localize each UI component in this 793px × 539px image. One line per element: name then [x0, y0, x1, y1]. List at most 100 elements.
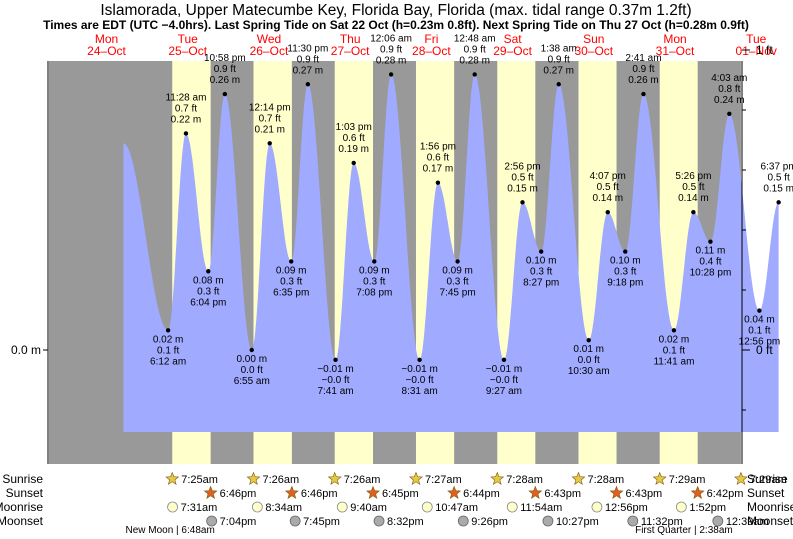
high-tide-label: 0.9 ft [548, 54, 570, 65]
day-header-date: 29–Oct [493, 44, 532, 58]
high-tide-label: 4:07 pm [590, 171, 626, 182]
high-tide-label: 0.14 m [678, 193, 709, 204]
moonrise-icon [506, 501, 518, 513]
high-tide-label: 0.5 ft [682, 182, 704, 193]
high-tide-label: 0.5 ft [511, 172, 533, 183]
low-tide-label: −0.0 ft [490, 375, 518, 386]
low-tide-label: 9:27 am [486, 386, 522, 397]
row-label-right-moonset: Moonset [747, 514, 793, 528]
moonset-time: 7:45pm [303, 516, 340, 528]
low-tide-label: 0.09 m [359, 265, 390, 276]
moonrise-icon [421, 501, 433, 513]
moonset-time: 9:26pm [471, 516, 508, 528]
astronomy-rows: SunriseSunriseSunsetSunsetMoonriseMoonri… [0, 471, 793, 536]
low-tide-marker [708, 239, 713, 244]
low-tide-label: 0.3 ft [363, 276, 385, 287]
high-tide-label: 11:28 am [165, 92, 206, 103]
high-tide-marker [183, 131, 189, 136]
low-tide-label: −0.01 m [486, 364, 522, 375]
sunrise-icon [490, 471, 505, 485]
low-tide-label: −0.01 m [317, 364, 353, 375]
sunset-icon [284, 485, 299, 499]
high-tide-label: 11:30 pm [287, 43, 328, 54]
moonset-icon [627, 515, 639, 527]
low-tide-label: −0.01 m [401, 364, 437, 375]
low-tide-label: 8:31 am [402, 386, 438, 397]
low-tide-marker [671, 328, 677, 333]
row-label-left-sunset: Sunset [6, 486, 44, 500]
low-tide-label: 9:18 pm [607, 278, 643, 289]
low-tide-label: 0.1 ft [663, 345, 685, 356]
row-label-left-moonrise: Moonrise [0, 500, 43, 514]
sunrise-icon [734, 471, 748, 485]
high-tide-marker [351, 160, 356, 166]
low-tide-label: 0.3 ft [197, 286, 219, 297]
moonrise-time: 12:56pm [605, 502, 648, 514]
moonrise-icon [336, 501, 348, 513]
sunrise-time: 7:26am [262, 474, 299, 486]
sunrise-time: 7:27am [425, 474, 462, 486]
low-tide-marker [538, 249, 544, 254]
day-header-date: 25–Oct [168, 44, 207, 58]
day-header-dow: Wed [257, 32, 281, 46]
low-tide-label: −0.0 ft [322, 375, 350, 386]
low-tide-marker [372, 259, 377, 264]
moonset-time: 7:04pm [220, 516, 257, 528]
row-label-right-sunrise: Sunrise [747, 472, 788, 486]
moonrise-time: 9:40am [350, 502, 387, 514]
moonrise-icon [591, 501, 603, 513]
sunrise-icon [409, 471, 423, 485]
moonset-time: 10:27pm [556, 516, 599, 528]
sunrise-time: 7:25am [181, 474, 218, 486]
row-label-left-moonset: Moonset [0, 514, 44, 528]
day-header-dow: Sun [583, 32, 604, 46]
high-tide-label: 2:56 pm [504, 161, 540, 172]
low-tide-marker [501, 357, 507, 363]
sunrise-icon [571, 471, 586, 485]
sunset-time: 6:46pm [301, 488, 338, 500]
high-tide-label: 0.26 m [210, 75, 241, 86]
sunset-icon [609, 485, 624, 499]
high-tide-label: 0.17 m [423, 164, 454, 175]
sunset-icon [203, 485, 218, 499]
moonset-icon [289, 515, 301, 527]
high-tide-label: 0.15 m [763, 183, 793, 194]
low-tide-marker [249, 347, 254, 353]
low-tide-label: 7:45 pm [440, 287, 476, 298]
low-tide-marker [206, 269, 211, 274]
high-tide-label: 0.9 ft [632, 64, 654, 75]
sunset-icon [447, 485, 462, 499]
sunset-time: 6:42pm [707, 488, 744, 500]
low-tide-label: 7:41 am [317, 386, 353, 397]
sunset-time: 6:46pm [220, 488, 257, 500]
day-header-date: 28–Oct [412, 44, 451, 58]
sunrise-icon [246, 471, 261, 485]
low-tide-marker [757, 308, 762, 313]
high-tide-label: 1:56 pm [420, 142, 456, 153]
low-tide-label: 0.3 ft [446, 276, 468, 287]
low-tide-label: 11:41 am [653, 356, 694, 367]
day-header-dow: Tue [178, 32, 199, 46]
low-tide-label: 0.3 ft [530, 267, 552, 278]
high-tide-label: 0.5 ft [597, 182, 619, 193]
day-header-date: 01–Nov [736, 44, 777, 58]
low-tide-marker [289, 259, 294, 264]
moonset-icon [542, 515, 554, 527]
low-tide-label: 6:55 am [234, 376, 270, 387]
high-tide-label: 1:38 am [541, 43, 577, 54]
high-tide-marker [605, 210, 610, 215]
moonrise-icon [167, 501, 178, 513]
high-tide-label: 0.6 ft [343, 133, 365, 144]
sunrise-time: 7:28am [587, 474, 624, 486]
moon-phase-note: New Moon | 6:48am [125, 525, 214, 536]
moonset-icon [457, 515, 469, 527]
high-tide-label: 0.7 ft [259, 113, 281, 124]
chart-axes: 0.0 m 1 ft 0 ft [11, 43, 773, 464]
sunset-icon [366, 485, 380, 499]
moonrise-time: 7:31am [181, 502, 218, 514]
high-tide-label: 0.28 m [376, 55, 407, 66]
moonset-time: 11:32pm [641, 516, 683, 528]
low-tide-label: 0.0 ft [241, 365, 263, 376]
high-tide-label: 0.14 m [592, 193, 623, 204]
high-tide-marker [776, 200, 781, 205]
